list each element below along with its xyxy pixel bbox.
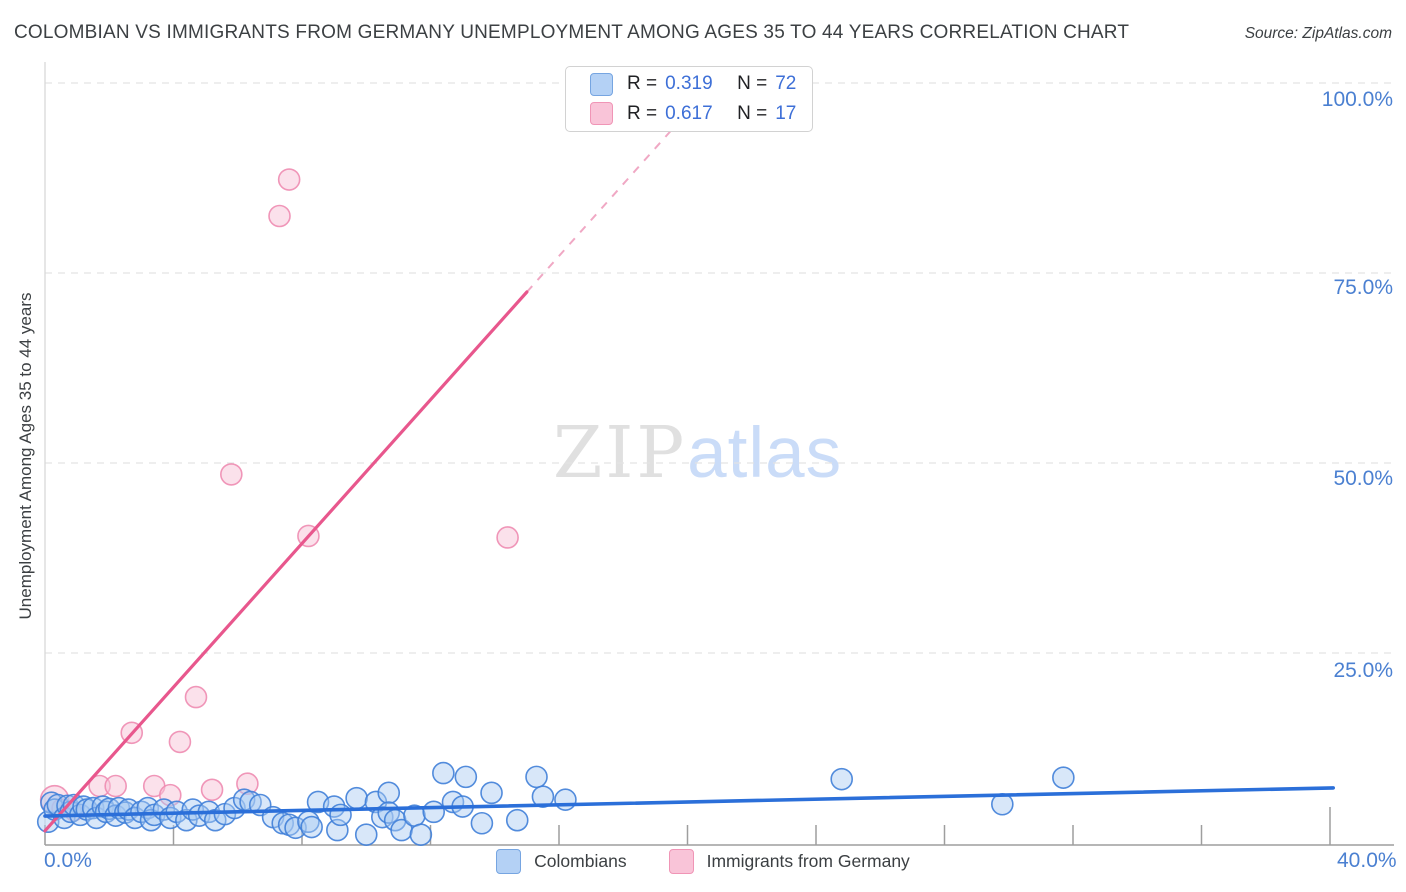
source-attribution: Source: ZipAtlas.com	[1244, 25, 1392, 42]
germany-trendline	[43, 290, 529, 833]
y-tick-label-75: 75.0%	[1333, 276, 1393, 299]
scatter-point-germany[interactable]	[268, 204, 291, 228]
scatter-point-colombians[interactable]	[1052, 766, 1075, 789]
scatter-point-colombians[interactable]	[300, 815, 323, 839]
scatter-point-colombians[interactable]	[454, 765, 478, 789]
y-tick-label-100: 100.0%	[1321, 88, 1393, 111]
scatter-point-colombians[interactable]	[354, 823, 378, 846]
scatter-point-colombians[interactable]	[525, 765, 548, 789]
n-label: N =	[737, 102, 768, 124]
watermark-atlas-text: atlas	[687, 414, 843, 493]
page-title: COLOMBIAN VS IMMIGRANTS FROM GERMANY UNE…	[14, 22, 1130, 43]
scatter-point-germany[interactable]	[184, 685, 208, 709]
y-tick-label-25: 25.0%	[1333, 659, 1393, 682]
legend-item-colombians: Colombians	[496, 849, 627, 874]
series-legend: Colombians Immigrants from Germany	[0, 849, 1406, 874]
legend-label: Immigrants from Germany	[706, 851, 910, 871]
scatter-point-colombians[interactable]	[422, 800, 446, 824]
x-tick-label-0: 0.0%	[44, 849, 92, 872]
scatter-point-germany[interactable]	[496, 526, 519, 549]
germany-trendline-dashed-extension	[526, 129, 673, 293]
r-label: R =	[627, 73, 658, 95]
scatter-point-colombians[interactable]	[409, 823, 433, 846]
scatter-point-germany[interactable]	[104, 774, 127, 798]
scatter-point-colombians[interactable]	[345, 786, 368, 810]
r-value: 0.617	[665, 102, 713, 124]
scatter-point-colombians[interactable]	[480, 781, 503, 805]
watermark-zip-text: ZIP	[553, 411, 688, 494]
r-label: R =	[627, 102, 658, 124]
y-tick-label-50: 50.0%	[1333, 467, 1393, 490]
scatter-point-colombians[interactable]	[554, 788, 577, 811]
scatter-point-colombians[interactable]	[531, 785, 555, 808]
scatter-point-colombians[interactable]	[377, 781, 401, 805]
scatter-point-germany[interactable]	[277, 168, 301, 191]
y-axis-title: Unemployment Among Ages 35 to 44 years	[16, 292, 35, 620]
x-tick-label-40: 40.0%	[1337, 849, 1397, 872]
correlation-legend-box: R = 0.319 N = 72 R = 0.617 N = 17	[565, 66, 813, 132]
scatter-point-colombians[interactable]	[432, 761, 455, 785]
scatter-point-germany[interactable]	[158, 783, 182, 807]
scatter-point-colombians[interactable]	[284, 816, 307, 840]
scatter-point-colombians[interactable]	[505, 808, 529, 832]
germany-swatch-icon	[590, 102, 613, 126]
scatter-point-germany[interactable]	[220, 463, 243, 486]
legend-row-germany: R = 0.617 N = 17	[590, 101, 812, 128]
scatter-point-germany[interactable]	[168, 730, 192, 754]
legend-item-germany: Immigrants from Germany	[668, 849, 910, 874]
scatter-point-colombians[interactable]	[175, 808, 198, 832]
scatter-point-colombians[interactable]	[830, 767, 854, 791]
germany-swatch-icon	[668, 849, 694, 874]
r-value: 0.319	[665, 73, 713, 95]
n-value: 72	[775, 73, 797, 95]
n-label: N =	[737, 73, 768, 95]
colombians-swatch-icon	[590, 72, 613, 96]
zipatlas-watermark: ZIPatlas	[553, 417, 842, 490]
n-value: 17	[775, 102, 797, 124]
colombians-trendline	[43, 786, 1336, 818]
legend-label: Colombians	[534, 851, 627, 871]
colombians-swatch-icon	[496, 849, 522, 874]
scatter-point-colombians[interactable]	[470, 811, 494, 835]
scatter-point-colombians[interactable]	[329, 803, 352, 827]
legend-row-colombians: R = 0.319 N = 72	[590, 71, 812, 98]
scatter-point-germany[interactable]	[200, 778, 224, 802]
